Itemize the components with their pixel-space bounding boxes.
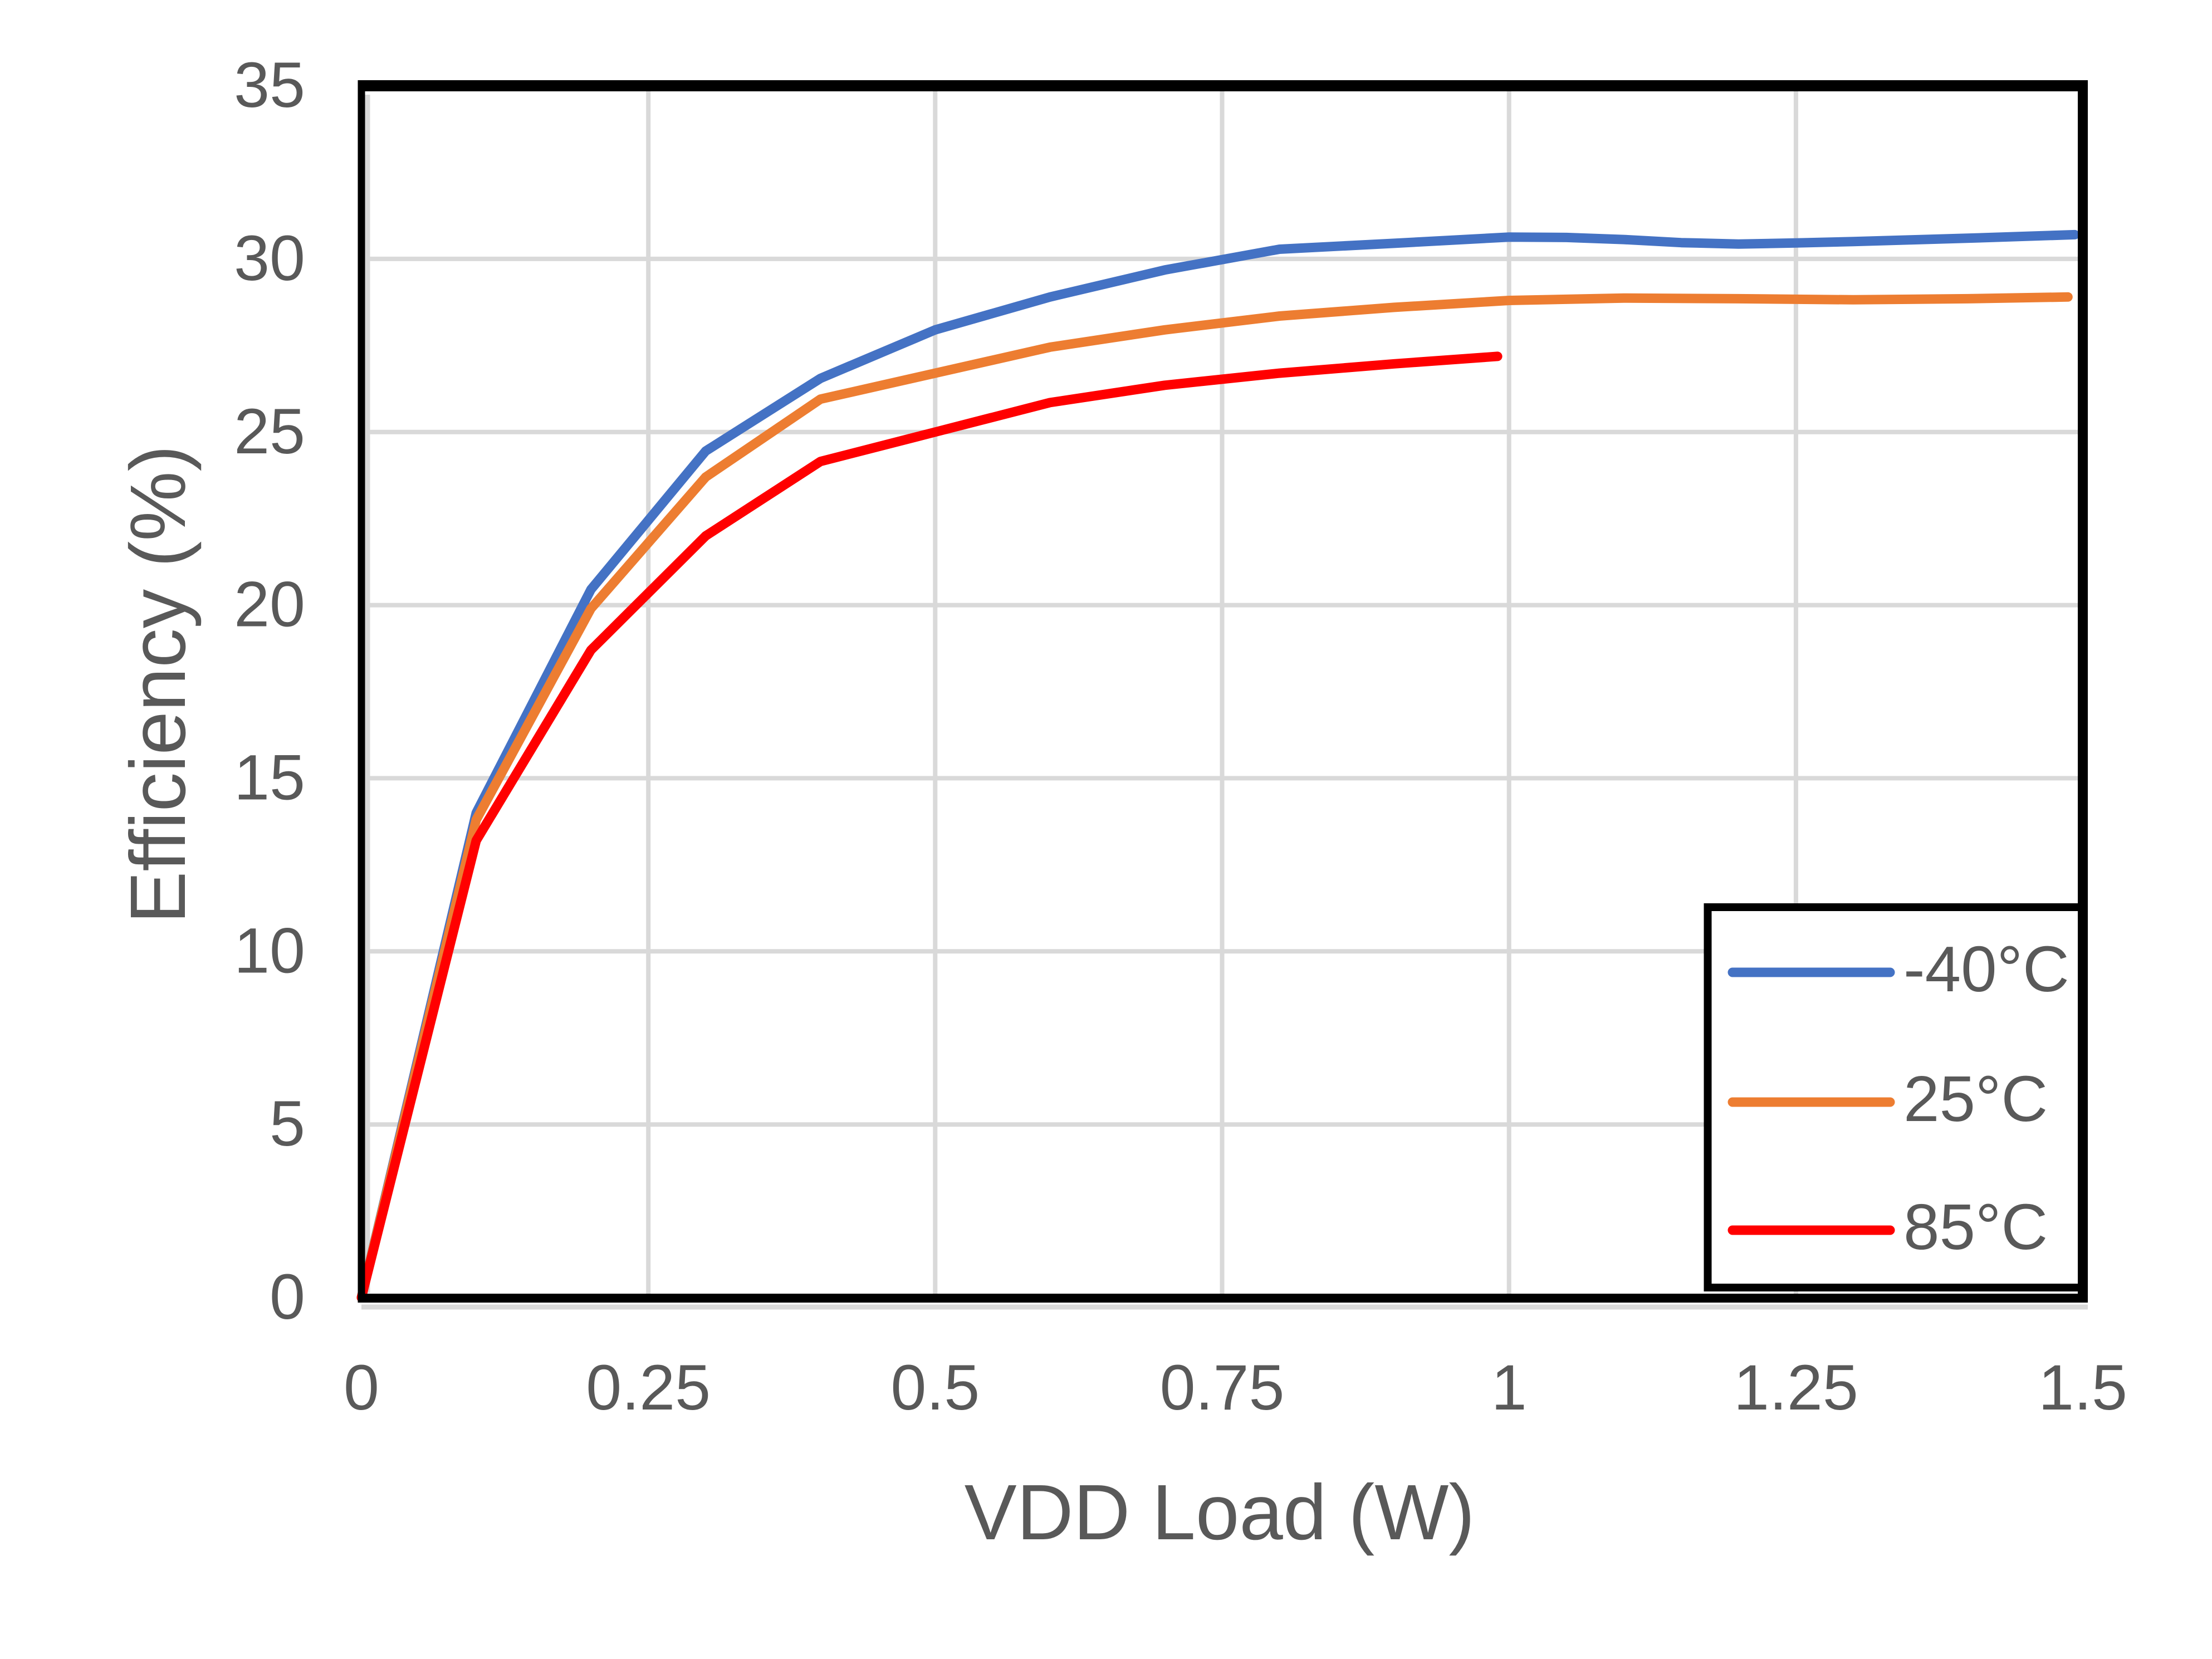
svg-text:25: 25 [234,396,305,467]
svg-text:0: 0 [344,1352,379,1423]
svg-text:0.25: 0.25 [586,1352,711,1423]
svg-text:85°C: 85°C [1903,1191,2048,1263]
svg-text:30: 30 [234,223,305,294]
svg-text:25°C: 25°C [1903,1063,2048,1135]
svg-text:20: 20 [234,569,305,640]
svg-text:0.75: 0.75 [1160,1352,1285,1423]
svg-text:5: 5 [270,1088,305,1159]
svg-text:0: 0 [270,1261,305,1333]
svg-text:35: 35 [234,50,305,121]
svg-text:10: 10 [234,915,305,986]
svg-text:1: 1 [1491,1352,1527,1423]
svg-text:1.25: 1.25 [1734,1352,1858,1423]
svg-text:Efficiency (%): Efficiency (%) [114,445,202,923]
svg-text:0.5: 0.5 [890,1352,980,1423]
svg-text:15: 15 [234,742,305,813]
svg-text:1.5: 1.5 [2038,1352,2127,1423]
svg-text:VDD Load (W): VDD Load (W) [965,1468,1475,1556]
svg-text:-40°C: -40°C [1903,933,2069,1005]
